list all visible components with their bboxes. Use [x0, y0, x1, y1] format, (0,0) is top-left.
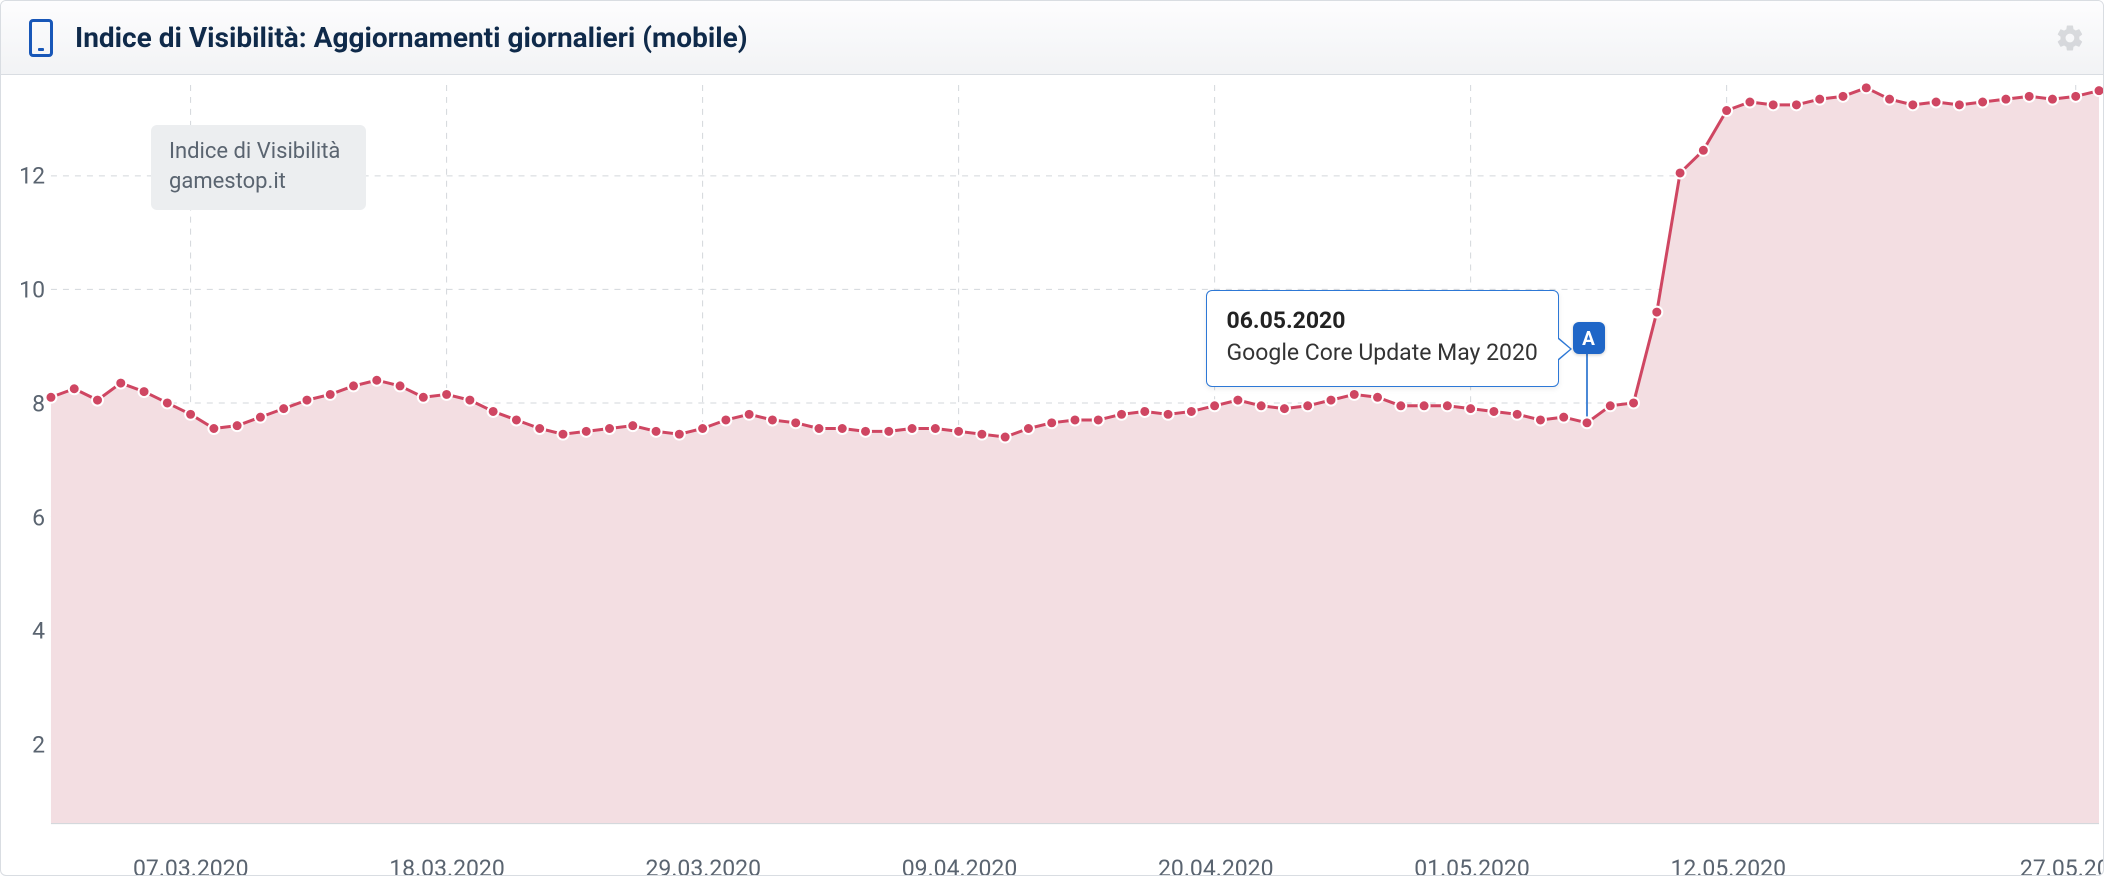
y-axis-label: 8 — [5, 390, 45, 417]
mobile-icon — [29, 19, 53, 57]
y-axis-label: 2 — [5, 732, 45, 759]
y-axis-label: 10 — [5, 276, 45, 303]
x-axis-label: 20.04.2020 — [1158, 855, 1274, 876]
tooltip-date: 06.05.2020 — [1227, 305, 1538, 337]
event-pin-label: A — [1582, 327, 1595, 350]
x-axis-label: 29.03.2020 — [645, 855, 761, 876]
legend-line1: Indice di Visibilità — [169, 137, 340, 167]
x-axis-label: 12.05.2020 — [1670, 855, 1786, 876]
x-axis-label: 01.05.2020 — [1414, 855, 1530, 876]
tooltip-text: Google Core Update May 2020 — [1227, 337, 1538, 369]
chart-area[interactable]: Indice di Visibilità gamestop.it 06.05.2… — [1, 75, 2103, 875]
event-pin[interactable]: A — [1573, 322, 1605, 354]
y-axis-label: 12 — [5, 163, 45, 190]
legend-line2: gamestop.it — [169, 167, 340, 197]
panel-title: Indice di Visibilità: Aggiornamenti gior… — [75, 21, 748, 54]
x-axis-label: 18.03.2020 — [389, 855, 505, 876]
y-axis-label: 6 — [5, 504, 45, 531]
panel-header: Indice di Visibilità: Aggiornamenti gior… — [1, 1, 2103, 75]
x-axis-label: 09.04.2020 — [902, 855, 1018, 876]
legend-box: Indice di Visibilità gamestop.it — [151, 125, 366, 210]
x-axis-label: 07.03.2020 — [133, 855, 249, 876]
event-tooltip: 06.05.2020 Google Core Update May 2020 — [1206, 290, 1559, 386]
x-axis-label: 27.05.2020 — [2020, 855, 2104, 876]
gear-icon[interactable] — [2055, 23, 2085, 53]
y-axis-label: 4 — [5, 618, 45, 645]
chart-panel: Indice di Visibilità: Aggiornamenti gior… — [0, 0, 2104, 876]
